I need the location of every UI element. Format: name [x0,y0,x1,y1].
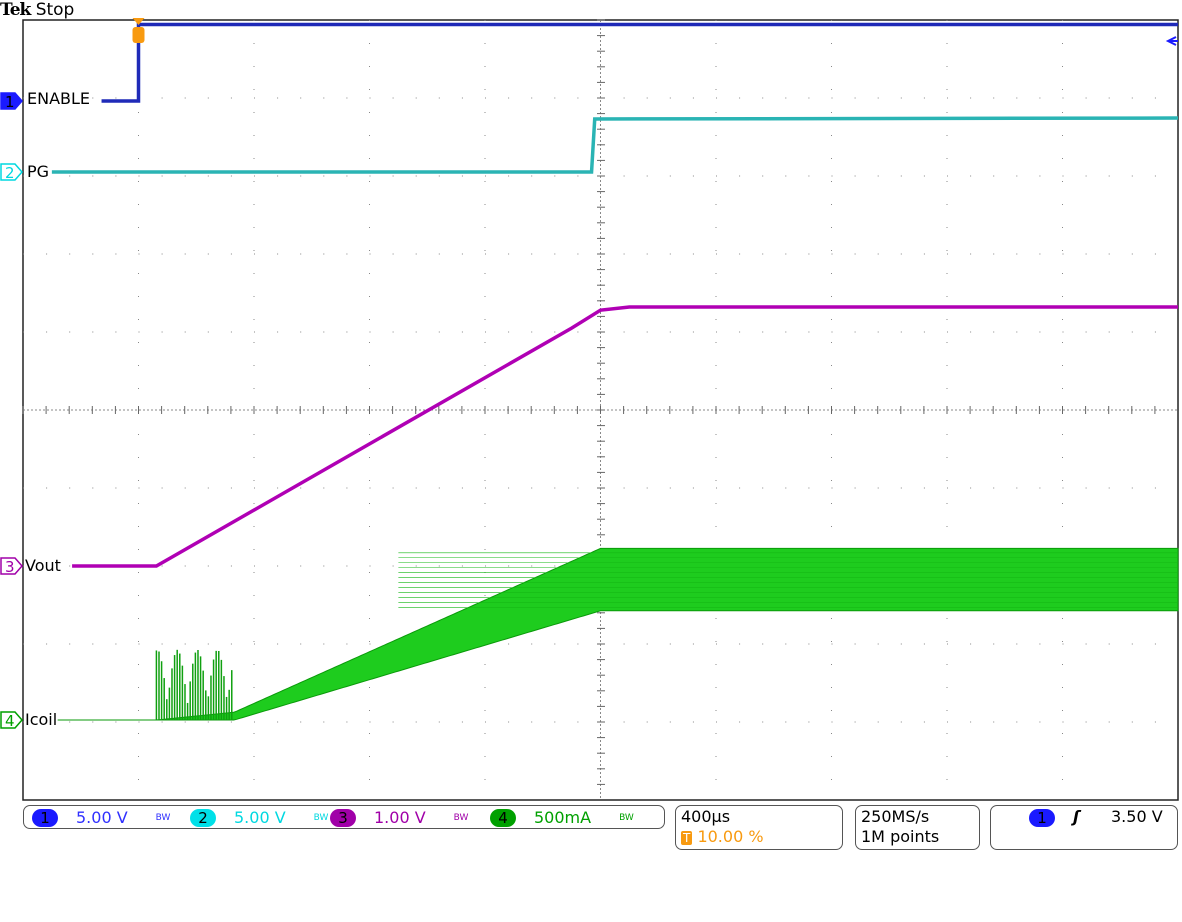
ch4-label: Icoil [25,710,58,729]
ch3-bw-icon: BW [453,812,469,823]
ch3-label: Vout [25,556,61,575]
svg-text:2: 2 [5,164,15,182]
trigger-marker-icon: T [681,831,693,845]
timebase-box[interactable]: 400µs T 10.00 % [675,805,843,850]
svg-text:4: 4 [5,712,15,730]
trigger-level-arrow-icon [1165,36,1178,46]
time-per-div: 400µs [681,807,731,826]
ch4-bw-icon: BW [619,812,634,823]
ch3-ground-marker: 3 [0,557,23,576]
trigger-position-icon [132,18,145,25]
ch1-scale: 5.00 V [76,808,128,827]
sample-rate: 250MS/s [861,807,930,826]
trace-enable [101,22,1178,103]
trace-pg [51,116,1179,174]
ch3-setting[interactable]: 3 1.00 V BW [330,808,468,827]
ch3-scale: 1.00 V [374,808,426,827]
ch2-setting[interactable]: 2 5.00 V BW [190,808,328,827]
ch3-badge: 3 [330,808,356,827]
record-length: 1M points [861,827,940,846]
waveform-display: 1 2 3 4 [0,18,1179,801]
ch4-ground-marker: 4 [0,711,23,730]
ch1-badge: 1 [32,808,58,827]
trigger-level: 3.50 V [1111,807,1163,826]
svg-text:3: 3 [5,558,15,576]
trigger-position: 10.00 % [697,827,764,846]
ch4-setting[interactable]: 4 500mA BW [490,808,634,827]
trace-vout [72,305,1178,568]
ch2-label: PG [27,162,50,181]
ch1-ground-marker: 1 [0,92,23,111]
ch2-ground-marker: 2 [0,163,23,182]
acquisition-box[interactable]: 250MS/s 1M points [855,805,980,850]
vertical-settings-bar: 1 5.00 V BW 2 5.00 V BW 3 1.00 V BW 4 500mA BW [23,805,665,829]
run-status[interactable]: Stop [35,0,75,20]
ch1-label: ENABLE [27,89,91,108]
rising-edge-icon: ʃ [1073,807,1080,826]
ch2-bw-icon: BW [313,812,329,823]
ch4-badge: 4 [490,808,516,827]
ch1-bw-icon: BW [155,812,171,823]
svg-text:1: 1 [5,93,15,111]
trace-icoil-envelope [57,547,1179,721]
trigger-source-badge: 1 [1029,809,1055,827]
ch2-badge: 2 [190,808,216,827]
ch4-scale: 500mA [534,808,592,827]
trigger-t-icon [132,27,145,43]
trigger-box[interactable]: 1 ʃ 3.50 V [990,805,1178,850]
brand-logo: Tek [0,0,31,20]
ch2-scale: 5.00 V [234,808,286,827]
scope-header: Tek Stop [0,0,74,20]
ch1-setting[interactable]: 1 5.00 V BW [32,808,170,827]
